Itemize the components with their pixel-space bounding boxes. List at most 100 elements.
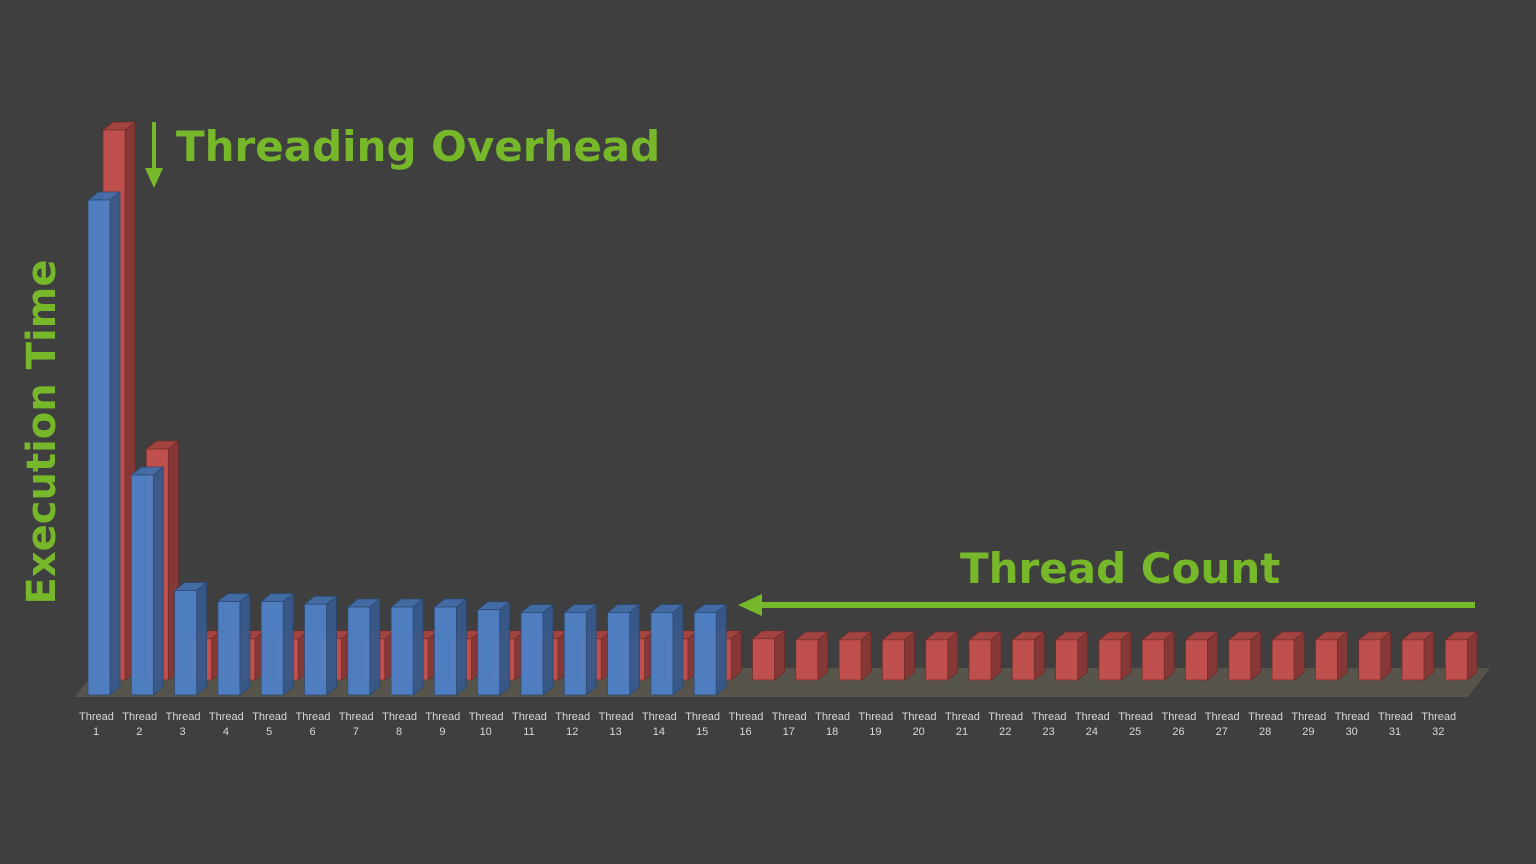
bar-front [130,474,154,696]
bar [519,603,555,696]
annotation: Thread Count [960,544,1281,593]
bar-front [1011,639,1035,681]
bar-side [585,603,597,696]
bar [86,191,122,696]
bar-front [304,603,327,696]
bar-front [87,199,111,696]
bar [837,631,873,681]
bar-front [1315,639,1338,681]
x-tick-label: Thread 5 [252,711,288,738]
arrow-head [738,594,762,616]
bar [794,631,829,681]
bar [881,631,916,681]
bar-front [1141,639,1165,681]
x-tick-label: Thread 13 [598,711,634,738]
bar-front [1185,639,1208,681]
bar-front [174,590,198,696]
x-tick-label: Thread 14 [641,711,677,738]
x-tick-label: Thread 15 [685,711,721,738]
bar-side [715,603,727,696]
x-tick-label: Thread 30 [1334,711,1370,738]
bar-side [152,466,164,696]
bar [693,603,728,696]
bar [1054,631,1089,681]
arrow-head [145,168,163,188]
bar-front [1271,639,1295,681]
x-tick-label: Thread 24 [1074,711,1110,738]
x-tick-label: Thread 28 [1248,711,1283,738]
bar [924,631,959,681]
bar [563,603,598,696]
bar [130,466,165,696]
x-tick-label: Thread 18 [815,711,850,738]
bar-front [925,639,949,681]
bar-side [499,600,511,696]
x-tick-label: Thread 1 [79,711,114,738]
annotation: Threading Overhead [176,122,661,171]
bar [751,629,786,681]
bar-front [347,606,371,696]
bar [389,598,425,696]
bar-front [1228,639,1252,681]
x-tick-label: Thread 12 [555,711,591,738]
x-tick-label: Thread 17 [771,711,807,738]
x-tick-label: Thread 10 [468,711,504,738]
x-tick-label: Thread 7 [338,711,374,738]
bar-side [672,603,684,696]
bar-front [1444,639,1468,681]
bar [260,592,295,696]
bar-front [693,612,717,696]
bar-side [542,603,554,696]
bar [1357,631,1392,681]
bar-front [1098,639,1122,681]
x-tick-label: Thread 11 [512,711,547,738]
bar [649,603,685,696]
bar-front [1358,639,1382,681]
x-tick-label: Thread 8 [382,711,417,738]
x-tick-label: Thread 31 [1378,711,1413,738]
bar [1270,631,1306,681]
x-tick-label: Thread 29 [1291,711,1327,738]
x-tick-label: Thread 19 [858,711,894,738]
x-tick-label: Thread 4 [208,711,244,738]
x-tick-label: Thread 21 [945,711,980,738]
x-tick-label: Thread 32 [1421,711,1457,738]
bar-front [520,612,544,696]
bar-side [369,598,381,696]
bar-front [650,612,674,696]
x-tick-label: Thread 22 [988,711,1024,738]
bar-side [774,629,785,681]
x-tick-label: Thread 3 [165,711,201,738]
bar-side [455,598,467,696]
bar [1227,631,1262,681]
bar-side [239,592,251,696]
bar [173,581,208,696]
bar-side [196,581,208,696]
bar-side [109,191,121,696]
bar [433,598,468,696]
x-tick-label: Thread 6 [295,711,331,738]
bar-front [390,606,414,696]
x-tick-label: Thread 9 [425,711,461,738]
bar-side [282,592,294,696]
bar [1314,631,1349,681]
y-axis-label: Execution Time [19,259,65,605]
bar [606,603,641,696]
bar-side [730,629,742,681]
bar-front [563,612,587,696]
bar-side [326,595,337,696]
bar [1184,631,1219,681]
bar [1011,631,1046,681]
x-tick-label: Thread 16 [728,711,764,738]
x-tick-label: Thread 20 [901,711,937,738]
bar-front [217,601,241,696]
bar-front [968,639,992,681]
bar [476,600,511,696]
bar [1097,631,1133,681]
bar-front [1055,639,1078,681]
bar-front [1401,639,1425,681]
bar-front [795,639,819,681]
x-tick-label: Thread 25 [1118,711,1154,738]
